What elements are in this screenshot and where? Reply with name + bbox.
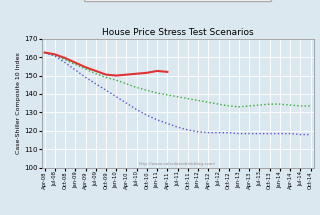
Baseline Scenario bbox=[145, 89, 149, 92]
Baseline Scenario bbox=[176, 95, 180, 98]
Baseline Scenario bbox=[227, 105, 231, 107]
Baseline Scenario bbox=[94, 72, 98, 75]
More Adverse bbox=[104, 89, 108, 92]
More Adverse bbox=[288, 132, 292, 135]
More Adverse bbox=[196, 131, 200, 133]
More Adverse bbox=[114, 95, 118, 98]
Case-Shiller 10 (SA) bbox=[53, 53, 57, 56]
More Adverse bbox=[268, 132, 272, 135]
Baseline Scenario bbox=[196, 99, 200, 102]
Legend: Baseline Scenario, More Adverse, Case-Shiller 10 (SA): Baseline Scenario, More Adverse, Case-Sh… bbox=[84, 0, 271, 1]
More Adverse bbox=[186, 129, 190, 131]
Case-Shiller 10 (SA) bbox=[165, 71, 169, 73]
More Adverse bbox=[63, 61, 67, 64]
Baseline Scenario bbox=[84, 68, 87, 70]
More Adverse bbox=[227, 131, 231, 134]
Title: House Price Stress Test Scenarios: House Price Stress Test Scenarios bbox=[102, 28, 253, 37]
Line: Case-Shiller 10 (SA): Case-Shiller 10 (SA) bbox=[45, 52, 167, 75]
Baseline Scenario bbox=[114, 79, 118, 81]
More Adverse bbox=[135, 108, 139, 111]
Baseline Scenario bbox=[135, 86, 139, 89]
More Adverse bbox=[73, 69, 77, 71]
Baseline Scenario bbox=[206, 101, 210, 104]
Baseline Scenario bbox=[247, 105, 251, 107]
More Adverse bbox=[217, 131, 220, 134]
Baseline Scenario bbox=[237, 106, 241, 108]
More Adverse bbox=[84, 76, 87, 79]
More Adverse bbox=[278, 132, 282, 135]
More Adverse bbox=[155, 118, 159, 121]
More Adverse bbox=[124, 102, 128, 104]
Case-Shiller 10 (SA) bbox=[155, 70, 159, 72]
Case-Shiller 10 (SA) bbox=[124, 73, 128, 76]
Case-Shiller 10 (SA) bbox=[145, 72, 149, 74]
Baseline Scenario bbox=[155, 92, 159, 94]
Baseline Scenario bbox=[104, 76, 108, 79]
More Adverse bbox=[308, 133, 312, 136]
Baseline Scenario bbox=[186, 97, 190, 100]
More Adverse bbox=[53, 55, 57, 57]
Baseline Scenario bbox=[43, 51, 47, 54]
Case-Shiller 10 (SA) bbox=[94, 70, 98, 72]
More Adverse bbox=[298, 133, 302, 136]
More Adverse bbox=[206, 131, 210, 134]
Case-Shiller 10 (SA) bbox=[114, 74, 118, 77]
More Adverse bbox=[247, 132, 251, 135]
Baseline Scenario bbox=[308, 105, 312, 107]
Baseline Scenario bbox=[258, 104, 261, 106]
Baseline Scenario bbox=[298, 105, 302, 107]
Case-Shiller 10 (SA) bbox=[135, 72, 139, 75]
Case-Shiller 10 (SA) bbox=[43, 51, 47, 54]
Baseline Scenario bbox=[63, 59, 67, 61]
Y-axis label: Case-Shiller Composite 10 Index: Case-Shiller Composite 10 Index bbox=[16, 52, 21, 154]
Baseline Scenario bbox=[268, 103, 272, 105]
Baseline Scenario bbox=[73, 63, 77, 66]
More Adverse bbox=[176, 126, 180, 128]
Baseline Scenario bbox=[288, 104, 292, 106]
Baseline Scenario bbox=[165, 94, 169, 96]
More Adverse bbox=[43, 51, 47, 54]
More Adverse bbox=[237, 132, 241, 135]
Case-Shiller 10 (SA) bbox=[84, 66, 87, 69]
More Adverse bbox=[165, 122, 169, 125]
More Adverse bbox=[145, 114, 149, 117]
Baseline Scenario bbox=[217, 103, 220, 105]
Baseline Scenario bbox=[53, 54, 57, 57]
Baseline Scenario bbox=[124, 83, 128, 85]
Case-Shiller 10 (SA) bbox=[63, 57, 67, 59]
Line: Baseline Scenario: Baseline Scenario bbox=[45, 52, 310, 107]
More Adverse bbox=[94, 83, 98, 85]
Case-Shiller 10 (SA) bbox=[104, 73, 108, 76]
Line: More Adverse: More Adverse bbox=[45, 52, 310, 135]
Case-Shiller 10 (SA) bbox=[73, 61, 77, 64]
Text: http://www.calculatedriskblog.com/: http://www.calculatedriskblog.com/ bbox=[139, 162, 216, 166]
More Adverse bbox=[258, 132, 261, 135]
Baseline Scenario bbox=[278, 103, 282, 105]
